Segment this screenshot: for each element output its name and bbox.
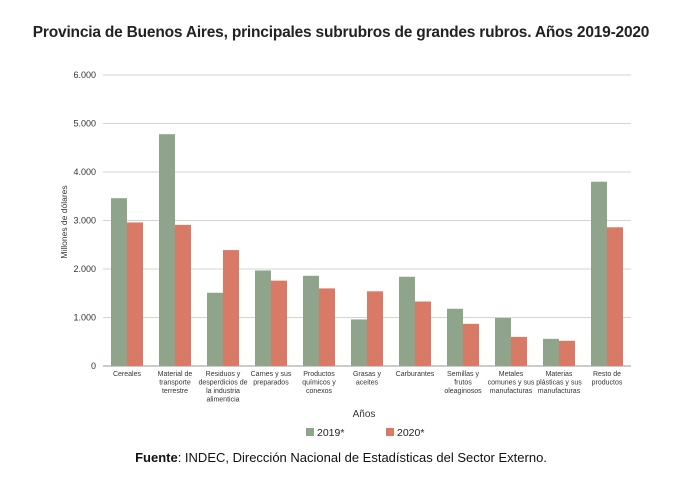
x-category-label: Productos [303,371,335,378]
x-category-label: manufacturas [538,388,581,395]
y-tick-label: 6.000 [73,70,96,80]
x-category-label: manufacturas [490,388,533,395]
bar-2020-8 [511,336,527,366]
x-category-label: transporte [159,380,191,387]
y-tick-label: 1.000 [73,313,96,323]
source-text: : INDEC, Dirección Nacional de Estadísti… [177,450,547,465]
x-category-label: desperdicios de [198,380,247,387]
y-tick-label: 2.000 [73,264,96,274]
legend-label: 2019* [317,427,344,439]
x-category-label: comunes y sus [488,380,535,387]
bar-2020-2 [223,250,239,366]
x-category-label: químicos y [302,380,336,387]
bar-2020-9 [559,340,575,366]
bar-2020-5 [367,291,383,366]
x-category-label: Residuos y [206,371,241,378]
x-axis-label: Años [353,409,376,420]
x-category-label: Resto de [593,371,621,378]
x-category-label: Material de [158,371,193,378]
bar-2019-9 [543,338,559,366]
source-label: Fuente [135,450,178,465]
x-category-label: Grasas y [353,371,382,378]
bar-2019-8 [495,317,511,366]
x-category-label: conexos [306,388,333,395]
y-axis-label: Millones de dólares [59,185,69,258]
x-category-label: oleaginosos [444,388,482,395]
x-category-label: Materias [546,371,573,378]
bar-2019-5 [351,319,367,366]
bar-2020-4 [319,288,335,366]
legend-swatch [386,428,394,436]
bars [111,134,623,366]
bar-2019-7 [447,308,463,366]
legend-swatch [306,428,314,436]
x-category-label: plásticas y sus [536,380,582,387]
source-note: Fuente: INDEC, Dirección Nacional de Est… [0,450,682,465]
chart-title: Provincia de Buenos Aires, principales s… [32,24,650,41]
x-category-label: alimenticia [206,397,239,404]
bar-2019-6 [399,276,415,366]
x-category-label: terrestre [162,388,188,395]
bar-2019-10 [591,181,607,366]
bar-2019-2 [207,292,223,366]
y-axis-ticks: 0 1.000 2.000 3.000 4.000 5.000 6.000 [73,70,96,371]
bar-2020-7 [463,323,479,366]
x-category-label: Metales [499,371,524,378]
x-category-label: Semillas y [447,371,479,378]
bar-2019-0 [111,198,127,366]
bar-2020-0 [127,222,143,366]
bar-2020-6 [415,301,431,366]
bar-2020-1 [175,224,191,366]
x-category-label: Carnes y sus [251,371,292,378]
x-category-label: productos [592,380,623,387]
x-category-label: frutos [454,380,472,387]
bar-2019-3 [255,270,271,366]
legend: 2019* 2020* [306,427,424,439]
x-category-label: preparados [253,380,289,387]
x-category-label: Carburantes [396,371,435,378]
x-category-label: la industria [206,388,240,395]
x-category-label: aceites [356,380,379,387]
y-tick-label: 3.000 [73,216,96,226]
bar-2020-3 [271,280,287,366]
bar-2020-10 [607,227,623,366]
legend-label: 2020* [397,427,424,439]
bar-2019-1 [159,134,175,366]
y-tick-label: 0 [91,361,96,371]
bar-2019-4 [303,275,319,366]
x-category-label: Cereales [113,371,142,378]
y-tick-label: 5.000 [73,119,96,129]
y-tick-label: 4.000 [73,167,96,177]
